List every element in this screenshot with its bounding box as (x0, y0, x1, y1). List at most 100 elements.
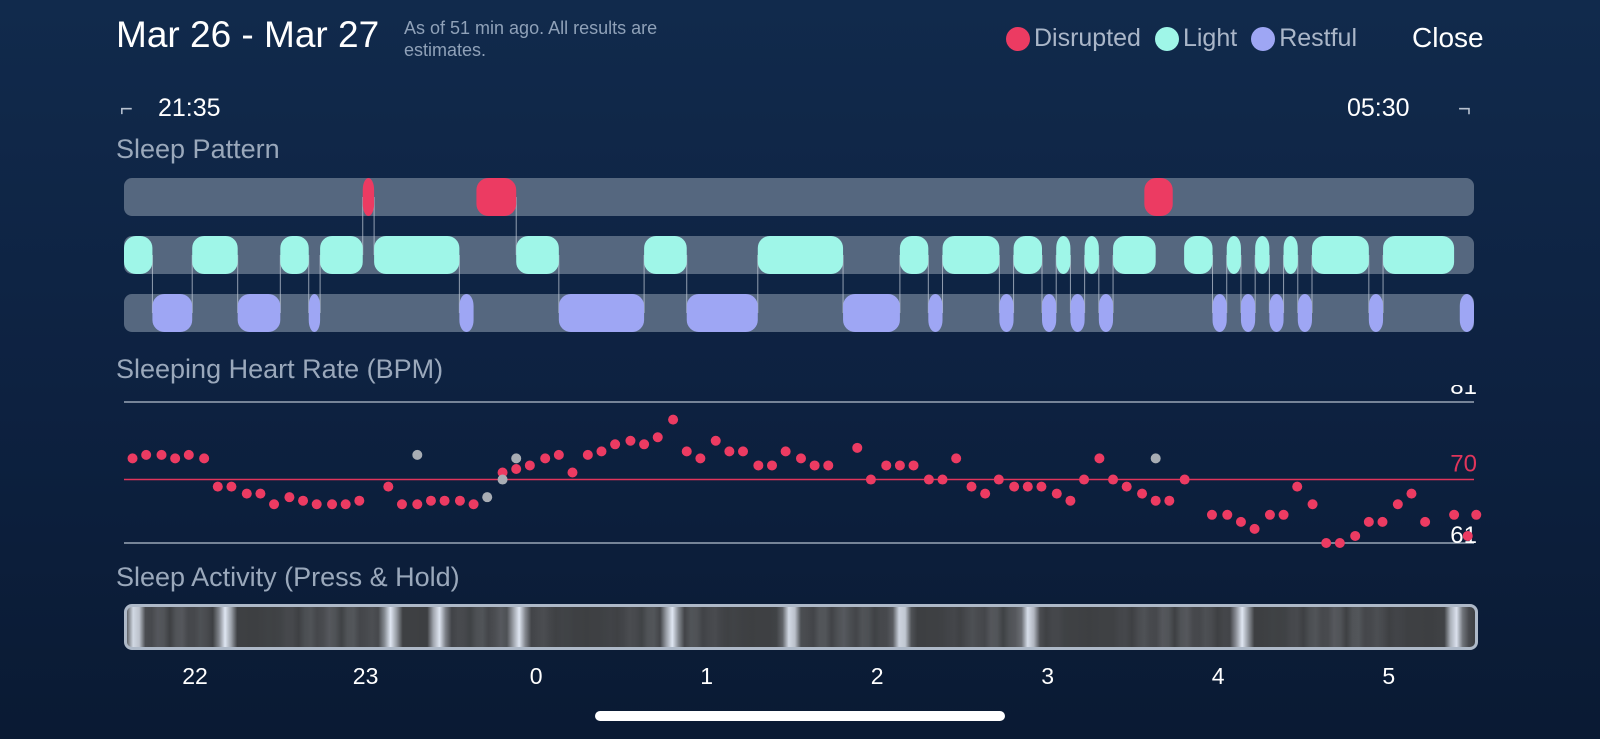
hr-point (1036, 481, 1047, 492)
hr-point (1462, 530, 1473, 541)
hr-point (396, 499, 407, 510)
pattern-segment-restful (999, 294, 1014, 332)
hr-point (340, 499, 351, 510)
hr-point (553, 449, 564, 460)
pattern-segment-disrupted (1144, 178, 1173, 216)
pattern-segment-light (1184, 236, 1213, 274)
hr-point (1094, 453, 1105, 464)
hr-point (1264, 509, 1275, 520)
hr-point (1406, 488, 1417, 499)
pattern-segment-restful (459, 294, 474, 332)
hr-point (1334, 538, 1345, 548)
hr-point (1420, 516, 1431, 527)
hr-point (966, 481, 977, 492)
hr-point (1292, 481, 1303, 492)
hr-point (1164, 495, 1175, 506)
hr-point (311, 499, 322, 510)
hr-point (596, 446, 607, 457)
hr-point (183, 449, 194, 460)
sleep-activity-title: Sleep Activity (Press & Hold) (116, 562, 460, 592)
pattern-segment-light (1312, 236, 1369, 274)
hr-point (425, 495, 436, 506)
start-time: 21:35 (158, 94, 221, 122)
close-button[interactable]: Close (1412, 22, 1484, 53)
hr-point (1121, 481, 1132, 492)
hr-point (199, 453, 210, 464)
hr-point (141, 449, 152, 460)
hr-point (1179, 474, 1190, 485)
hr-point (567, 467, 578, 478)
legend-item-disrupted: Disrupted (1005, 24, 1141, 53)
page-title: Mar 26 - Mar 27 (116, 14, 380, 55)
pattern-segment-restful (1042, 294, 1057, 332)
hr-point (1206, 509, 1217, 520)
hr-point (710, 435, 721, 446)
hr-point (668, 414, 679, 425)
hr-point (1471, 509, 1482, 520)
hr-point-gray (1150, 453, 1161, 464)
hr-point (1249, 523, 1260, 534)
x-tick-label: 0 (529, 663, 543, 689)
pattern-segment-restful (1212, 294, 1227, 332)
pattern-segment-restful (152, 294, 193, 332)
hr-point (852, 442, 863, 453)
restful-dot-icon (1251, 26, 1276, 51)
hr-point (951, 453, 962, 464)
sleep-pattern-chart[interactable] (0, 170, 1600, 340)
x-tick-label: 4 (1211, 663, 1225, 689)
hr-point (1377, 516, 1388, 527)
sleep-pattern-title: Sleep Pattern (116, 134, 280, 164)
hr-point (1278, 509, 1289, 520)
pattern-segment-restful (237, 294, 281, 332)
pattern-segment-light (1383, 236, 1455, 274)
hr-point (284, 492, 295, 503)
legend-item-light: Light (1154, 24, 1238, 53)
pattern-segment-light (280, 236, 309, 274)
x-tick-label: 3 (1041, 663, 1055, 689)
x-tick-label: 22 (182, 663, 208, 689)
sleep-activity-bar[interactable] (124, 604, 1478, 650)
hr-point (511, 463, 522, 474)
hr-point (1307, 499, 1318, 510)
hr-point-gray (482, 492, 493, 503)
pattern-segment-restful (1459, 294, 1474, 332)
legend-label-light: Light (1182, 24, 1238, 52)
hr-point (1222, 509, 1233, 520)
pattern-segment-light (1226, 236, 1241, 274)
pattern-segment-restful (308, 294, 321, 332)
heart-rate-chart[interactable]: 817061 (0, 385, 1600, 555)
hr-point (1079, 474, 1090, 485)
hr-point (212, 481, 223, 492)
hr-point-gray (497, 474, 508, 485)
legend-label-disrupted: Disrupted (1033, 24, 1141, 52)
pattern-segment-restful (1368, 294, 1384, 332)
hr-point (738, 446, 749, 457)
x-tick-label: 2 (870, 663, 884, 689)
home-indicator[interactable] (595, 711, 1005, 721)
hr-point (894, 460, 905, 471)
hr-point (269, 499, 280, 510)
heart-rate-title: Sleeping Heart Rate (BPM) (116, 354, 444, 384)
hr-point (524, 460, 535, 471)
light-dot-icon (1154, 26, 1179, 51)
hr-point (327, 499, 338, 510)
pattern-segment-restful (558, 294, 645, 332)
hr-point (681, 446, 692, 457)
hr-point (298, 495, 309, 506)
hr-point (923, 474, 934, 485)
legend-item-restful: Restful (1251, 24, 1357, 53)
hr-point (652, 432, 663, 443)
pattern-segment-light (124, 236, 153, 274)
hr-point (865, 474, 876, 485)
hr-point (1108, 474, 1119, 485)
pattern-segment-light (757, 236, 844, 274)
hr-point (937, 474, 948, 485)
pattern-segment-light (192, 236, 238, 274)
hr-point (809, 460, 820, 471)
pattern-segment-light (1283, 236, 1298, 274)
hr-point (753, 460, 764, 471)
hr-point (354, 495, 365, 506)
hr-point (980, 488, 991, 499)
hr-tick-label: 81 (1450, 385, 1477, 400)
hr-point (695, 453, 706, 464)
